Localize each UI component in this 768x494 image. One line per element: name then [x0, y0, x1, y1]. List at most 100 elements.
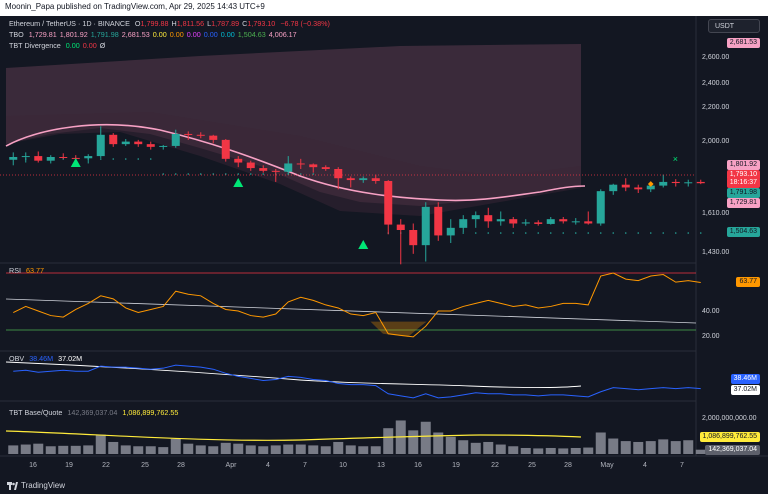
candle[interactable] [534, 222, 543, 224]
candle[interactable] [571, 221, 580, 223]
base-volume-bar [220, 442, 231, 454]
candle[interactable] [359, 178, 368, 181]
candle[interactable] [109, 134, 118, 145]
candle[interactable] [271, 170, 280, 172]
candle[interactable] [209, 135, 218, 140]
candle[interactable] [184, 133, 193, 135]
time-tick: 16 [29, 462, 37, 469]
tbo-cloud-inner [6, 112, 581, 216]
candle[interactable] [434, 206, 443, 236]
base-volume-bar [258, 446, 269, 454]
base-volume-bar [133, 446, 144, 454]
candle[interactable] [146, 144, 155, 147]
candle[interactable] [321, 167, 330, 169]
candle[interactable] [546, 219, 555, 224]
chart-area[interactable]: × Ethereum / TetherUS · 1D · BINANCE O1,… [0, 16, 768, 478]
candle[interactable] [609, 184, 618, 192]
time-tick: 22 [102, 462, 110, 469]
candle[interactable] [59, 157, 68, 158]
candle[interactable] [671, 181, 680, 184]
base-volume-bar [620, 441, 631, 454]
candle[interactable] [221, 139, 230, 159]
candle[interactable] [259, 168, 268, 171]
candle[interactable] [346, 178, 355, 181]
base-volume-bar [345, 445, 356, 454]
candle[interactable] [471, 215, 480, 220]
candle[interactable] [309, 164, 318, 168]
candle[interactable] [196, 134, 205, 136]
time-tick: 19 [452, 462, 460, 469]
base-volume-bar [645, 441, 656, 454]
candle[interactable] [646, 185, 655, 190]
candle[interactable] [496, 219, 505, 222]
candle[interactable] [634, 187, 643, 190]
candle[interactable] [521, 222, 530, 224]
candle[interactable] [296, 163, 305, 165]
candle[interactable] [371, 178, 380, 181]
base-volume-bar [95, 434, 106, 454]
candle[interactable] [684, 182, 693, 184]
candle[interactable] [509, 219, 518, 224]
tbo-dot [299, 173, 302, 175]
tbo-dot [687, 232, 690, 234]
candle[interactable] [21, 156, 30, 158]
candle[interactable] [559, 219, 568, 222]
candle[interactable] [596, 191, 605, 224]
candle[interactable] [584, 221, 593, 224]
time-tick: 10 [339, 462, 347, 469]
tbo-dot [574, 232, 577, 234]
candle[interactable] [284, 163, 293, 172]
candle[interactable] [396, 224, 405, 230]
rsi-tag: 63.77 [736, 277, 760, 287]
base-volume-bar [58, 445, 69, 454]
chart-canvas[interactable]: × [0, 16, 768, 478]
tbo-dot [124, 158, 127, 160]
candle[interactable] [9, 157, 18, 160]
candle[interactable] [46, 157, 55, 161]
tbo-dot [212, 173, 215, 175]
base-volume-bar [458, 440, 469, 454]
candle[interactable] [334, 169, 343, 179]
candle[interactable] [234, 158, 243, 163]
base-volume-bar [233, 443, 244, 454]
candle[interactable] [621, 184, 630, 188]
tbo-value-7: 0.00 [203, 30, 218, 39]
candle[interactable] [246, 162, 255, 169]
tbt-label: TBT Divergence [9, 41, 61, 50]
tbo-dot [499, 232, 502, 234]
candle[interactable] [409, 230, 418, 246]
candle[interactable] [696, 181, 705, 184]
tbo-value-0: 1,729.81 [28, 30, 57, 39]
tbo-dot [137, 158, 140, 160]
candle[interactable] [96, 134, 105, 157]
price-tag: 1,793.10 [726, 170, 760, 180]
rsi-tick: 40.00 [702, 308, 720, 315]
tbt-value-2: Ø [99, 41, 106, 50]
base-volume-bar [333, 441, 344, 454]
candle[interactable] [659, 181, 668, 186]
candle[interactable] [384, 181, 393, 225]
diamond-icon [647, 181, 654, 187]
ohlc-l-value: 1,787.89 [211, 19, 240, 28]
base-legend: TBT Base/Quote 142,369,037.04 1,086,899,… [9, 408, 178, 417]
quote-line [5, 430, 582, 441]
currency-button[interactable]: USDT [708, 19, 760, 33]
base-volume-bar [70, 445, 81, 454]
candle[interactable] [459, 219, 468, 228]
base-volume-bar [308, 445, 319, 454]
candle[interactable] [84, 156, 93, 159]
candle[interactable] [121, 141, 130, 145]
candle[interactable] [421, 206, 430, 246]
base-volume-bar [120, 445, 131, 454]
price-tag: 2,681.53 [726, 38, 760, 48]
candle[interactable] [159, 145, 168, 147]
base-volume-bar [320, 446, 331, 454]
candle[interactable] [34, 156, 43, 161]
candle[interactable] [446, 227, 455, 236]
candle[interactable] [171, 133, 180, 146]
buy-signal-icon [70, 158, 81, 167]
tbo-dot [662, 232, 665, 234]
candle[interactable] [134, 141, 143, 145]
candle[interactable] [484, 215, 493, 222]
tbo-value-8: 0.00 [220, 30, 235, 39]
